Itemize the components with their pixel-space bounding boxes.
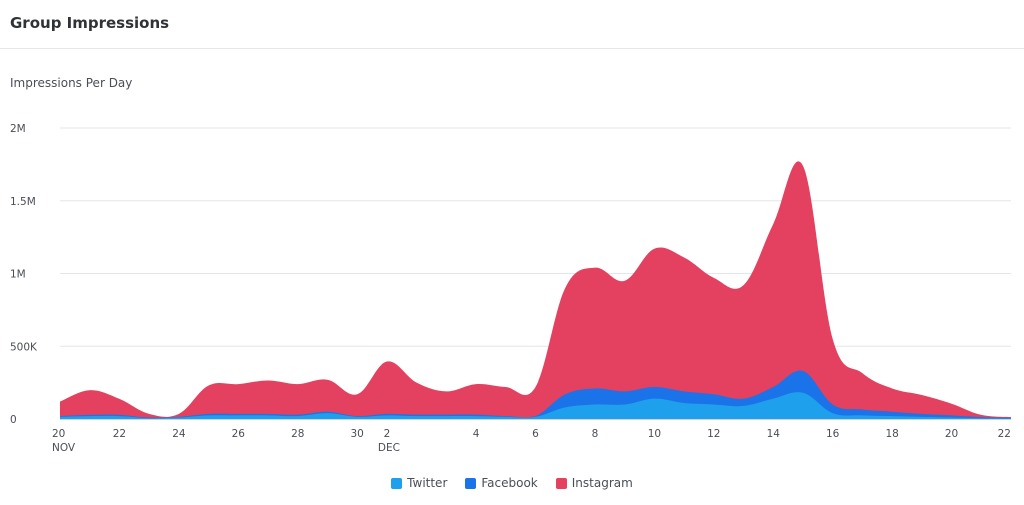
x-tick-label: 26 — [232, 428, 246, 440]
x-tick-label: 16 — [826, 428, 840, 440]
legend-swatch — [555, 477, 567, 489]
legend-swatch — [465, 477, 477, 489]
y-axis: 0 500K 1M 1.5M 2M — [10, 123, 38, 426]
x-tick-label: 24 — [172, 428, 186, 440]
legend-swatch — [391, 477, 403, 489]
x-tick-label: 22 — [113, 428, 126, 440]
x-tick-label: 18 — [885, 428, 898, 440]
x-tick-label: 28 — [291, 428, 304, 440]
x-tick-label: 4 — [473, 428, 480, 440]
x-tick-label: 20 — [52, 428, 65, 440]
x-tick-month-label: NOV — [52, 442, 76, 454]
y-tick-label: 2M — [10, 123, 26, 135]
series-area-instagram[interactable] — [60, 161, 1011, 419]
legend-item-twitter[interactable]: Twitter — [391, 476, 447, 490]
x-tick-label: 2 — [384, 428, 391, 440]
legend-label: Facebook — [481, 476, 538, 490]
grid-lines — [60, 127, 1011, 420]
x-tick-label: 10 — [648, 428, 661, 440]
legend-item-facebook[interactable]: Facebook — [465, 476, 538, 490]
x-tick-label: 22 — [998, 428, 1011, 440]
panel-title: Group Impressions — [10, 14, 170, 32]
chart-legend: Twitter Facebook Instagram — [0, 476, 1024, 490]
x-tick-label: 12 — [707, 428, 720, 440]
chart-subtitle: Impressions Per Day — [10, 76, 133, 90]
legend-label: Instagram — [571, 476, 633, 490]
y-tick-label: 1M — [10, 269, 26, 281]
y-tick-label: 500K — [10, 341, 38, 353]
series-areas — [60, 161, 1011, 419]
x-tick-label: 20 — [945, 428, 958, 440]
x-tick-label: 14 — [767, 428, 781, 440]
y-tick-label: 1.5M — [10, 196, 36, 208]
legend-label: Twitter — [407, 476, 448, 490]
x-tick-label: 30 — [351, 428, 364, 440]
series-area-twitter[interactable] — [60, 392, 1011, 419]
x-tick-label: 8 — [592, 428, 599, 440]
x-axis: 20 NOV 22 24 26 28 30 2 DEC 4 6 8 10 12 14 16 18 20 22 — [52, 428, 1011, 454]
stacked-area-chart: 0 500K 1M 1.5M 2M 20 NOV 22 24 26 28 30 2 DEC 4 6 8 10 12… — [10, 123, 1011, 454]
panel-header: Group Impressions — [0, 0, 1024, 49]
x-tick-month-label: DEC — [378, 442, 400, 454]
legend-item-instagram[interactable]: Instagram — [555, 476, 633, 490]
y-tick-label: 0 — [10, 414, 17, 426]
x-tick-label: 6 — [532, 428, 539, 440]
